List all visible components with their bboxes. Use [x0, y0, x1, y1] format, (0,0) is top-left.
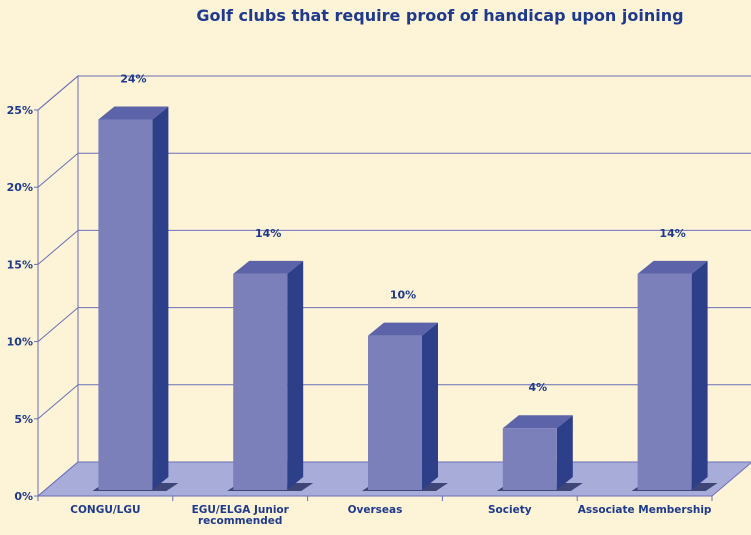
x-tick-label-line: Society — [488, 504, 532, 516]
x-tick-label: Society — [488, 504, 532, 516]
data-label: 4% — [528, 381, 547, 394]
y-tick-label: 0% — [14, 490, 33, 503]
bar-front — [98, 119, 153, 490]
x-tick-label: Overseas — [348, 504, 403, 516]
bar — [362, 322, 448, 491]
gridline-diagonal — [37, 230, 79, 265]
x-axis: CONGU/LGU EGU/ELGA Junior recommended Overs… — [37, 495, 713, 527]
bar — [92, 106, 179, 491]
gridline-diagonal — [37, 75, 79, 111]
bar-side — [287, 260, 304, 490]
data-labels: 24% 14% 10% 4% 14% — [120, 72, 686, 394]
x-tick-label-line: Overseas — [348, 504, 403, 516]
bar-front — [233, 273, 288, 490]
bar-top — [637, 260, 708, 274]
bar — [631, 260, 718, 491]
y-axis: 0% 5% 10% 15% 20% 25% — [7, 104, 39, 503]
bar-top — [233, 260, 304, 274]
x-tick-label-line: recommended — [198, 515, 282, 527]
y-tick-label: 25% — [7, 104, 33, 117]
x-tick-label-line: CONGU/LGU — [70, 504, 140, 516]
x-tick-label: EGU/ELGA Junior recommended — [192, 504, 290, 527]
bar-side — [556, 415, 573, 490]
data-label: 14% — [255, 227, 281, 240]
bar-top — [502, 415, 573, 429]
y-tick-label: 15% — [7, 258, 33, 271]
bar-front — [368, 335, 422, 490]
y-tick-label: 10% — [7, 336, 33, 349]
data-label: 24% — [120, 72, 146, 85]
x-tick-label-line: EGU/ELGA Junior — [192, 504, 290, 516]
bar — [496, 415, 583, 491]
bar-top — [98, 106, 169, 120]
bar-side — [422, 322, 438, 490]
gridline-diagonal — [37, 384, 79, 420]
bars — [92, 106, 718, 491]
bar — [227, 260, 314, 491]
bar-side — [152, 106, 169, 490]
data-label: 10% — [390, 289, 416, 302]
x-tick-label: CONGU/LGU — [70, 504, 140, 516]
bar-top — [368, 322, 438, 336]
side-wall — [37, 74, 79, 498]
y-tick-label: 20% — [7, 181, 33, 194]
x-tick-label: Associate Membership — [578, 504, 712, 516]
bar-front — [502, 428, 557, 490]
y-tick-label: 5% — [14, 413, 33, 426]
data-label: 14% — [659, 227, 685, 240]
x-tick-label-line: Associate Membership — [578, 504, 712, 516]
gridline-diagonal — [37, 152, 79, 188]
chart-title: Golf clubs that require proof of handica… — [196, 6, 683, 25]
bar-side — [691, 260, 708, 490]
bar-front — [637, 273, 692, 490]
gridline-diagonal — [37, 307, 79, 342]
